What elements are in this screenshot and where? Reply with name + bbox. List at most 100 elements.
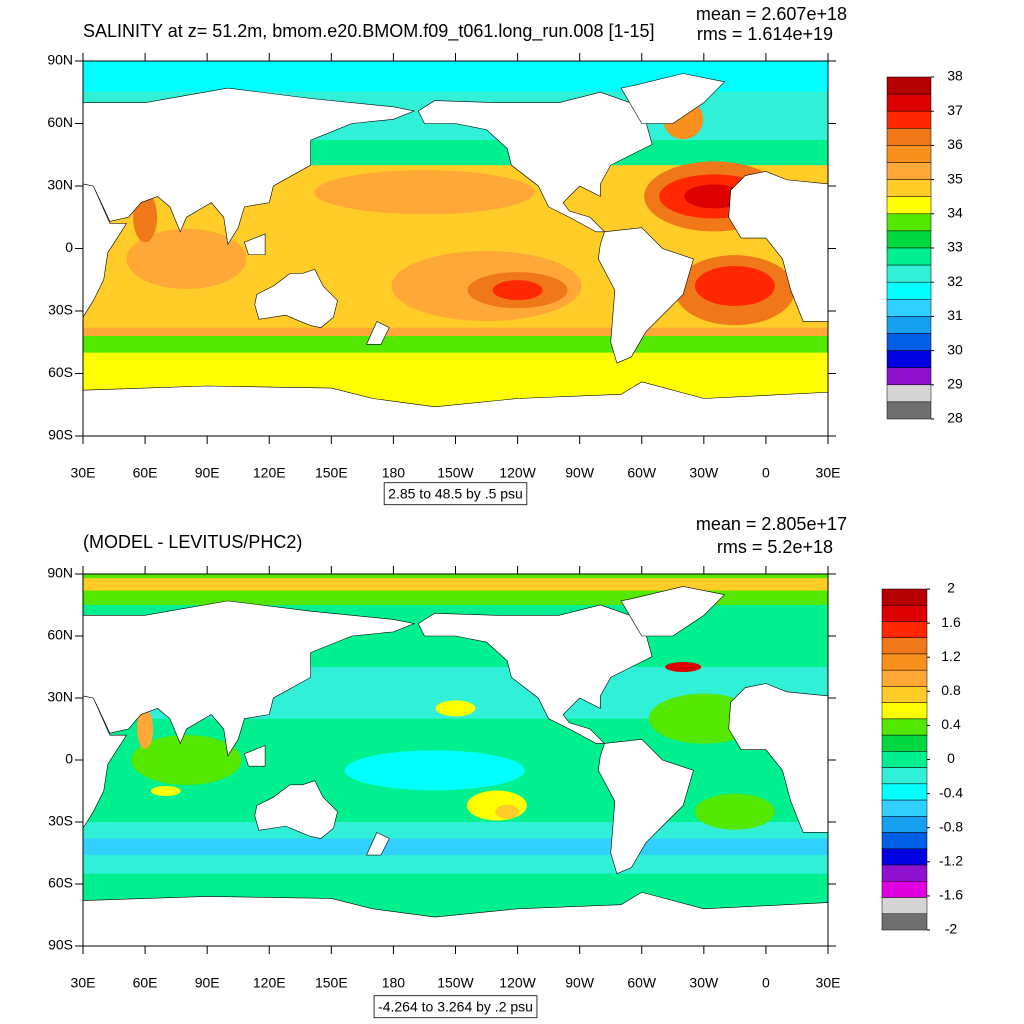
x-tick-label: 60E [133, 465, 158, 481]
contour-fill [492, 280, 543, 301]
x-tick-label: 30E [71, 465, 96, 481]
y-tick-label: 0 [65, 751, 73, 767]
land [597, 739, 694, 875]
colorbar-box [881, 686, 928, 703]
colorbar-box [886, 401, 932, 420]
land [728, 171, 828, 322]
colorbar-label: 37 [947, 102, 963, 118]
colorbar-label: 33 [947, 239, 963, 255]
x-tick-label: 30E [71, 975, 96, 991]
colorbar-label: 2 [947, 580, 955, 596]
x-tick-label: 120E [253, 465, 286, 481]
y-tick-label: 60S [48, 875, 73, 891]
colorbar-box [881, 799, 928, 817]
contour-fill [83, 838, 828, 856]
colorbar-box [886, 333, 932, 351]
colorbar-box [881, 718, 928, 736]
colorbar-box [886, 145, 932, 163]
land [620, 73, 726, 124]
colorbar-box [886, 384, 932, 403]
colorbar-box [886, 179, 932, 197]
y-tick-label: 90N [47, 52, 73, 68]
colorbar-box [886, 93, 932, 112]
colorbar-label: 28 [947, 410, 963, 426]
colorbar-box [886, 196, 932, 215]
x-tick-label: 90W [565, 975, 595, 991]
x-tick-label: 90E [195, 975, 220, 991]
x-tick-label: 30W [689, 465, 719, 481]
land [417, 604, 653, 744]
colorbar-box [886, 128, 932, 146]
contour-info: -4.264 to 3.264 by .2 psu [378, 999, 533, 1015]
colorbar-box [886, 110, 932, 129]
colorbar-label: 1.6 [941, 614, 961, 630]
colorbar-box [886, 264, 932, 283]
x-tick-label: 150E [315, 465, 348, 481]
colorbar-label: 1.2 [941, 648, 961, 664]
x-tick-label: 0 [762, 975, 770, 991]
contour-fill [435, 700, 476, 717]
x-tick-label: 120E [253, 975, 286, 991]
y-tick-label: 30S [48, 813, 73, 829]
x-tick-label: 0 [762, 465, 770, 481]
colorbar-label: 30 [947, 341, 963, 357]
land [620, 586, 726, 637]
colorbar-box [886, 162, 932, 180]
colorbar-box [881, 702, 928, 720]
colorbar-box [881, 604, 928, 622]
colorbar-label: -2 [945, 921, 958, 937]
contour-fill [137, 709, 154, 749]
land [244, 233, 266, 256]
colorbar-box [881, 751, 928, 768]
y-tick-label: 30S [48, 302, 73, 318]
colorbar-box [881, 653, 928, 671]
contour-fill [314, 170, 535, 215]
y-tick-label: 0 [65, 239, 73, 255]
contour-fill [684, 184, 745, 209]
colorbar-box [881, 669, 928, 687]
map-panel: 30E 60E 90E 120E 150E 180 150W 120W 90W 60W 30W 0 30… [47, 514, 963, 1019]
contour-fill [131, 735, 242, 785]
colorbar-box [886, 299, 932, 317]
panel-title: SALINITY at z= 51.2m, bmom.e20.BMOM.f09_… [83, 21, 654, 42]
colorbar-box [881, 637, 928, 655]
land [244, 745, 266, 767]
y-tick-label: 60N [47, 627, 73, 643]
y-tick-label: 90N [47, 565, 73, 581]
colorbar-label: 31 [947, 307, 963, 323]
colorbar-box [881, 864, 928, 882]
land [254, 268, 338, 328]
colorbar-box [881, 848, 928, 866]
rms-stat: rms = 1.614e+19 [697, 24, 833, 44]
y-tick-label: 30N [47, 177, 73, 193]
colorbar-label: 29 [947, 376, 963, 392]
x-tick-label: 180 [382, 975, 406, 991]
x-tick-label: 150W [437, 975, 474, 991]
x-tick-label: 150E [315, 975, 348, 991]
colorbar-box [886, 213, 932, 232]
contour-fill [495, 804, 520, 819]
x-tick-label: 150W [437, 465, 474, 481]
x-tick-label: 90W [565, 465, 595, 481]
colorbar-box [886, 281, 932, 300]
colorbar-box [881, 881, 928, 898]
contour-fill [126, 228, 247, 289]
colorbar-box [881, 832, 928, 850]
colorbar-box [886, 247, 932, 266]
land [597, 227, 694, 364]
land [366, 321, 390, 345]
land [417, 91, 653, 233]
colorbar-label: 36 [947, 136, 963, 152]
contour-fill [466, 790, 527, 821]
contour-fill [150, 786, 181, 796]
contour-fill [83, 578, 828, 591]
contour-fill [83, 336, 828, 353]
rms-stat: rms = 5.2e+18 [717, 537, 833, 557]
land [83, 381, 828, 436]
colorbar-label: 32 [947, 273, 963, 289]
contour-info: 2.85 to 48.5 by .5 psu [388, 486, 523, 502]
land [366, 831, 390, 856]
x-tick-label: 180 [382, 465, 406, 481]
colorbar-box [881, 734, 928, 752]
y-tick-label: 90S [48, 937, 73, 953]
